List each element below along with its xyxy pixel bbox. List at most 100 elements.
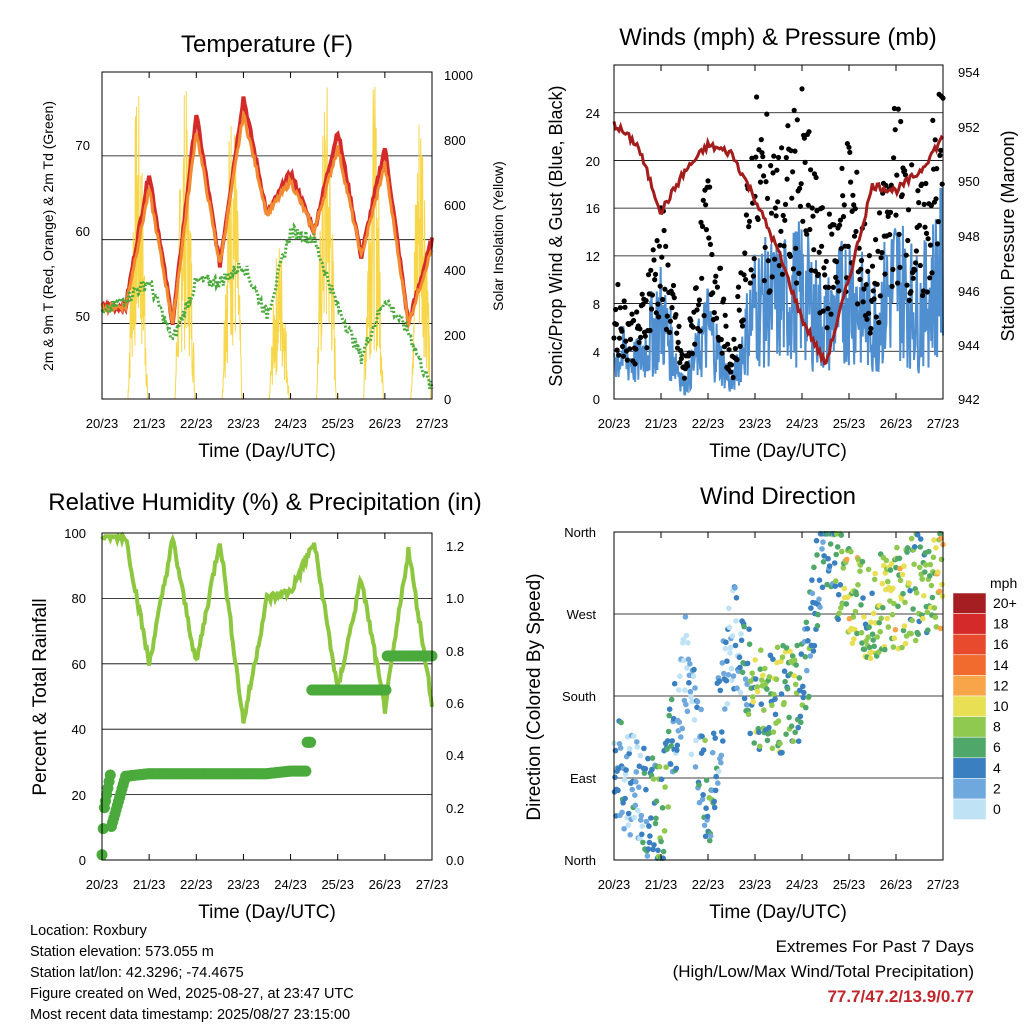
wind-gust-point bbox=[802, 159, 808, 165]
direction-point bbox=[743, 702, 750, 708]
direction-point bbox=[835, 616, 841, 623]
direction-point bbox=[868, 649, 875, 655]
winds-xlabel: Time (Day/UTC) bbox=[709, 441, 847, 462]
direction-point bbox=[891, 600, 897, 607]
legend-swatch bbox=[952, 654, 987, 676]
direction-point bbox=[854, 630, 860, 637]
direction-xtick: 26/23 bbox=[880, 877, 913, 892]
relative-humidity-line bbox=[100, 531, 434, 724]
wind-gust-point bbox=[823, 258, 829, 264]
wind-gust-point bbox=[874, 281, 880, 287]
wind-gust-point bbox=[707, 241, 714, 247]
wind-gust-point bbox=[728, 362, 735, 368]
direction-point bbox=[859, 558, 866, 565]
direction-point bbox=[688, 693, 694, 700]
direction-point bbox=[692, 764, 699, 770]
direction-point bbox=[781, 668, 788, 674]
wind-gust-point bbox=[830, 284, 836, 290]
humidity-xlabel: Time (Day/UTC) bbox=[198, 902, 336, 923]
direction-point bbox=[867, 655, 874, 662]
wind-gust-point bbox=[808, 267, 815, 273]
wind-gust-point bbox=[655, 301, 661, 307]
wind-gust-point bbox=[770, 170, 776, 176]
direction-point bbox=[866, 624, 872, 630]
wind-gust-point bbox=[775, 199, 781, 205]
direction-point bbox=[909, 617, 915, 624]
direction-point bbox=[685, 656, 692, 663]
direction-point bbox=[668, 743, 674, 749]
wind-gust-point bbox=[771, 153, 777, 159]
wind-gust-point bbox=[797, 185, 803, 191]
solar-insolation-line bbox=[268, 248, 290, 400]
direction-point bbox=[786, 714, 792, 721]
direction-point bbox=[653, 815, 659, 822]
direction-point bbox=[890, 585, 896, 592]
wind-gust-point bbox=[845, 243, 851, 249]
wind-gust-point bbox=[757, 163, 763, 169]
direction-point bbox=[722, 645, 729, 652]
winds-ytick: 16 bbox=[586, 201, 600, 216]
temperature-solar-series bbox=[127, 86, 432, 400]
direction-point bbox=[936, 588, 943, 595]
wind-gust-point bbox=[764, 195, 771, 201]
direction-point bbox=[618, 719, 624, 726]
direction-point bbox=[888, 561, 895, 567]
direction-point bbox=[640, 839, 646, 846]
temperature-rtick: 400 bbox=[444, 263, 466, 278]
direction-point bbox=[729, 677, 735, 683]
wind-gust-point bbox=[933, 196, 939, 202]
wind-gust-point bbox=[762, 244, 768, 250]
direction-point bbox=[712, 787, 719, 794]
direction-point bbox=[876, 619, 882, 626]
wind-gust-point bbox=[637, 326, 643, 332]
direction-point bbox=[820, 539, 826, 545]
temperature-rtick: 200 bbox=[444, 328, 466, 343]
wind-gust-point bbox=[801, 135, 808, 141]
direction-xtick: 24/23 bbox=[786, 877, 819, 892]
humidity-rtick: 0.2 bbox=[446, 801, 464, 816]
direction-point bbox=[620, 800, 626, 806]
wind-gust-point bbox=[791, 107, 797, 113]
direction-point bbox=[622, 771, 629, 777]
direction-point bbox=[691, 717, 698, 723]
direction-point bbox=[727, 644, 734, 651]
wind-gust-point bbox=[649, 306, 655, 312]
wind-gust-point bbox=[707, 184, 713, 190]
wind-gust-point bbox=[775, 154, 782, 161]
direction-title: Wind Direction bbox=[700, 483, 856, 510]
wind-gust-point bbox=[831, 222, 837, 228]
wind-gust-point bbox=[675, 339, 681, 345]
direction-point bbox=[925, 627, 931, 633]
wind-gust-point bbox=[814, 208, 820, 214]
direction-point bbox=[811, 642, 818, 649]
legend-label: 2 bbox=[993, 780, 1001, 796]
wind-gust-point bbox=[669, 305, 675, 311]
humidity-ytick: 40 bbox=[72, 722, 86, 737]
direction-point bbox=[790, 738, 796, 745]
direction-point bbox=[698, 706, 704, 713]
direction-point bbox=[615, 787, 621, 794]
direction-ytick: East bbox=[570, 771, 596, 786]
wind-gust-point bbox=[879, 250, 885, 256]
direction-point bbox=[810, 648, 817, 654]
direction-point bbox=[719, 729, 725, 735]
direction-point bbox=[616, 741, 623, 747]
direction-point bbox=[885, 624, 892, 630]
wind-gust-point bbox=[711, 310, 717, 316]
direction-point bbox=[784, 686, 791, 692]
winds-y-ticks: 0 4 8 12 16 20 24 bbox=[586, 106, 600, 407]
direction-point bbox=[887, 567, 894, 573]
wind-gust-point bbox=[863, 282, 869, 288]
direction-point bbox=[915, 631, 921, 637]
temperature-ytick: 70 bbox=[76, 138, 90, 153]
direction-point bbox=[817, 604, 823, 610]
solar-insolation-line bbox=[127, 95, 149, 400]
wind-gust-point bbox=[864, 316, 870, 322]
temperature-xtick: 25/23 bbox=[321, 416, 354, 431]
direction-point bbox=[900, 590, 906, 597]
direction-point bbox=[734, 685, 740, 691]
wind-gust-point bbox=[894, 172, 900, 178]
direction-point bbox=[871, 576, 878, 583]
direction-point bbox=[621, 826, 627, 832]
humidity-y-ticks: 0 20 40 60 80 100 bbox=[64, 526, 86, 868]
